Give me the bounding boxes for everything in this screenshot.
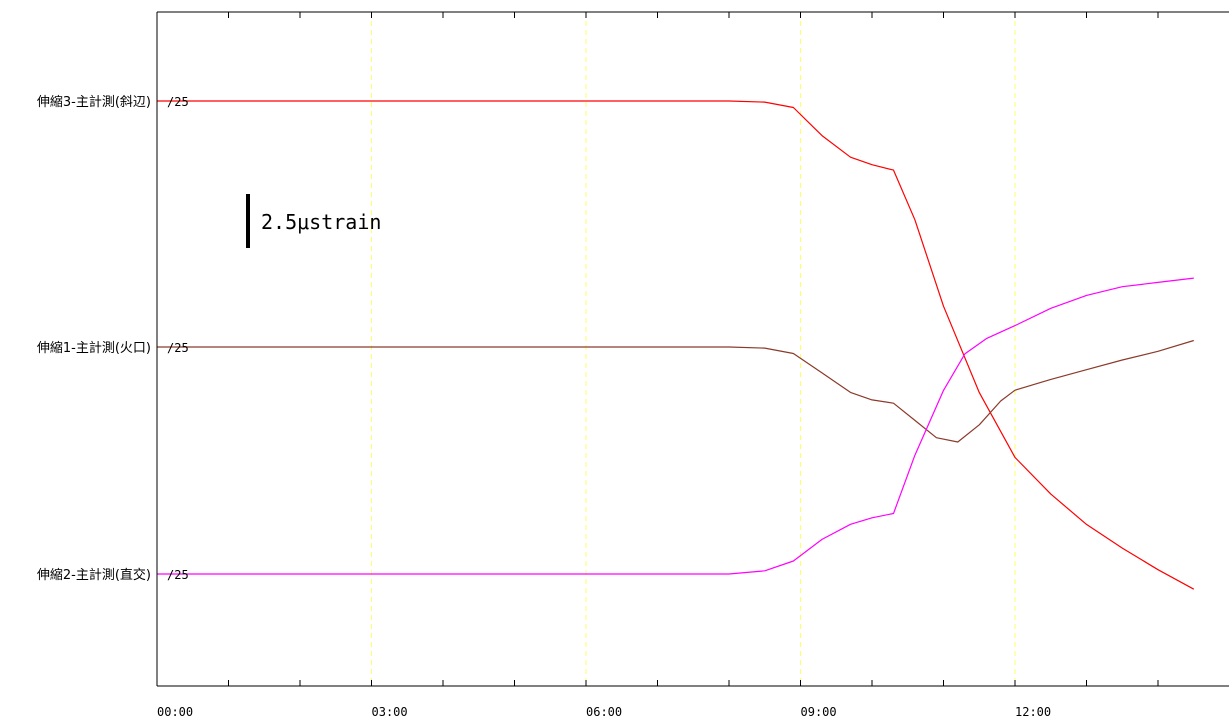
series-labels: 伸縮3-主計測(斜辺) /25 伸縮1-主計測(火口) /25 伸縮2-主計測(直交) /… [37,94,189,583]
x-tick-label: 03:00 [372,705,408,719]
scale-bar: 2.5μstrain [246,194,381,248]
series-division-label: /25 [167,95,189,109]
scale-bar-label: 2.5μstrain [261,210,381,234]
series-line [157,339,1194,443]
vertical-grid [371,12,1016,686]
series-name-label: 伸縮1-主計測(火口) [37,340,151,356]
plot-frame [156,11,1229,687]
series-line [157,100,1195,590]
series-division-label: /25 [167,341,189,355]
x-axis-ticks: 00:00 03:00 06:00 09:00 12:00 [156,12,1159,719]
x-tick-label: 06:00 [586,705,622,719]
x-tick-label: 12:00 [1015,705,1051,719]
series-line [157,277,1194,575]
x-tick-label: 09:00 [801,705,837,719]
series-name-label: 伸縮3-主計測(斜辺) [37,94,151,110]
series-lines [157,100,1195,590]
series-division-label: /25 [167,568,189,582]
series-name-label: 伸縮2-主計測(直交) [37,567,151,583]
x-tick-label: 00:00 [157,705,193,719]
